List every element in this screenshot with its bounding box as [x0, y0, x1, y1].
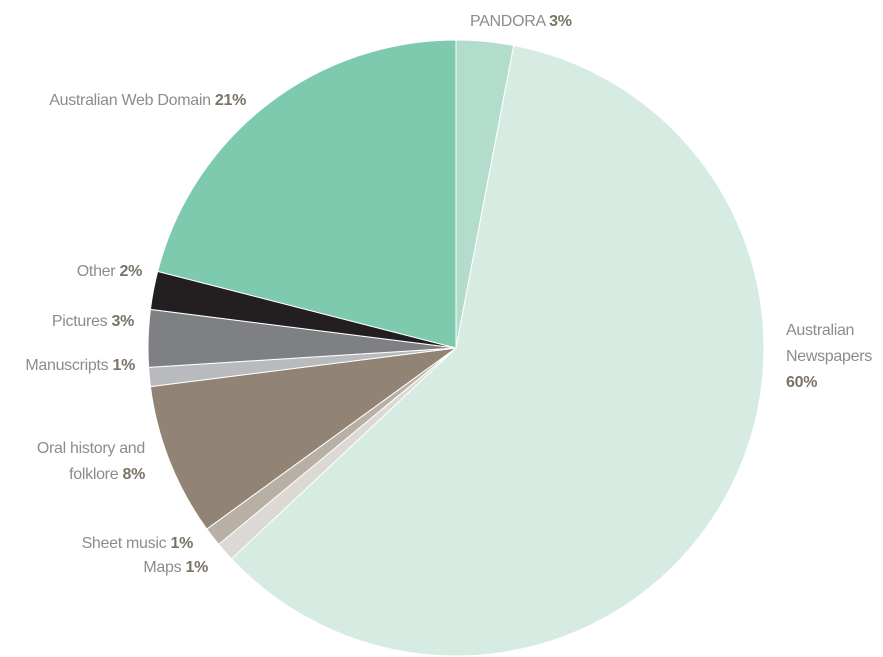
value-label: 60% — [786, 374, 818, 391]
pie-slice — [149, 347, 457, 530]
value-label: 3% — [549, 13, 572, 30]
slice-label: Oral history and folklore 8% — [5, 436, 145, 488]
value-label: 1% — [185, 559, 208, 576]
pie-slice — [157, 39, 457, 349]
slice-label: Manuscripts 1% — [25, 353, 135, 379]
value-label: 1% — [170, 535, 193, 552]
value-label: 1% — [112, 357, 135, 374]
category-name: Sheet music — [81, 535, 167, 552]
value-label: 21% — [214, 92, 246, 109]
category-name: Pictures — [51, 313, 108, 330]
slice-label: Sheet music 1% — [81, 531, 194, 557]
value-label: 2% — [119, 263, 142, 280]
category-name: Australian Web Domain — [49, 92, 211, 109]
slice-label: PANDORA 3% — [470, 9, 572, 35]
value-label: 8% — [122, 466, 145, 483]
slice-label: Maps 1% — [143, 555, 208, 581]
category-name: Australian Newspapers — [786, 322, 872, 365]
category-name: Oral history and folklore — [36, 440, 145, 483]
slice-label: Pictures 3% — [52, 309, 134, 335]
category-name: Maps — [143, 559, 182, 576]
slice-label: Australian Newspapers 60% — [786, 318, 883, 396]
slice-label: Australian Web Domain 21% — [49, 88, 246, 114]
category-name: Other — [76, 263, 116, 280]
slice-label: Other 2% — [76, 259, 143, 285]
category-name: Manuscripts — [25, 357, 109, 374]
value-label: 3% — [111, 313, 134, 330]
category-name: PANDORA — [470, 13, 545, 30]
pie-slice — [230, 44, 765, 657]
